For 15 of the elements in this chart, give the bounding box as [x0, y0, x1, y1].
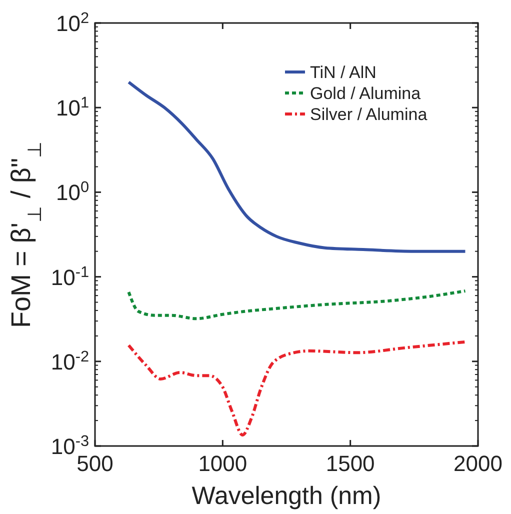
x-tick-label: 1500 — [326, 451, 375, 476]
y-tick-label: 10$^{1}$ — [56, 94, 89, 121]
line-series — [127, 80, 467, 253]
y-tick-label: 10$^{2}$ — [56, 10, 89, 36]
legend-label: Gold / Alumina — [310, 84, 422, 103]
x-tick-label: 1000 — [198, 451, 248, 476]
y-tick-label: 10$^{0}$ — [56, 178, 89, 206]
line-series — [127, 340, 467, 436]
x-axis-title: Wavelength (nm) — [192, 482, 382, 510]
y-tick-label: 10$^{-1}$ — [50, 263, 89, 290]
legend-label: TiN / AlN — [310, 63, 376, 82]
line-series — [127, 289, 467, 320]
legend-label: Silver / Alumina — [310, 105, 428, 124]
x-tick-label: 2000 — [454, 451, 502, 476]
y-tick-label: 10$^{-2}$ — [50, 348, 89, 374]
